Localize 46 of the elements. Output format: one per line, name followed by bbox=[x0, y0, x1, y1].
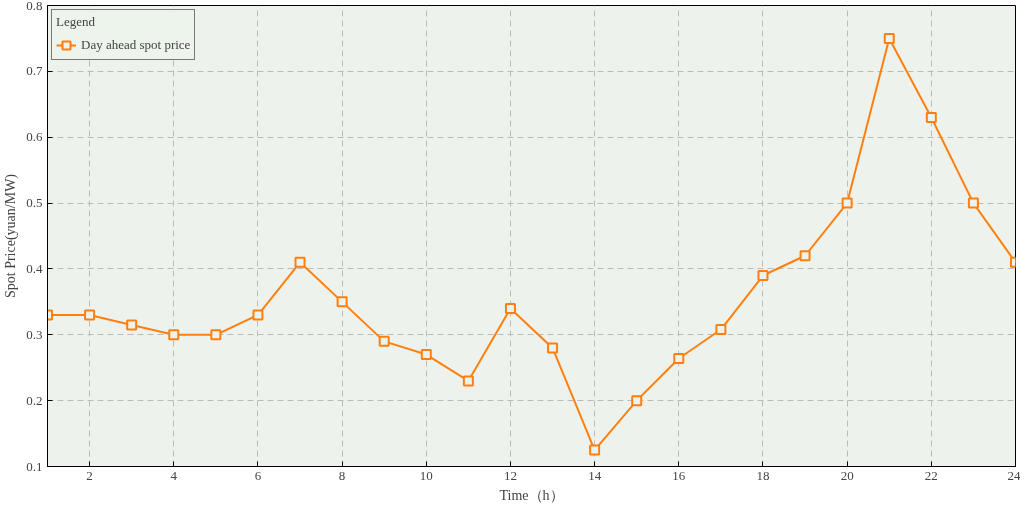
point bbox=[589, 444, 601, 456]
x-tick-label: 18 bbox=[756, 467, 770, 483]
point bbox=[462, 375, 474, 387]
legend-title: Legend bbox=[56, 14, 96, 30]
point bbox=[883, 32, 895, 44]
x-tick-label: 10 bbox=[419, 467, 433, 483]
point bbox=[925, 111, 937, 123]
point bbox=[126, 319, 138, 331]
point bbox=[631, 395, 643, 407]
point bbox=[841, 197, 853, 209]
point bbox=[378, 335, 390, 347]
x-axis-title: Time（h） bbox=[499, 487, 564, 503]
point bbox=[967, 197, 979, 209]
x-tick-label: 24 bbox=[1007, 467, 1021, 483]
point bbox=[84, 309, 96, 321]
point bbox=[210, 329, 222, 341]
x-tick-label: 4 bbox=[170, 467, 178, 483]
point bbox=[168, 329, 180, 341]
point bbox=[420, 349, 432, 361]
point bbox=[799, 250, 811, 262]
point bbox=[252, 309, 264, 321]
y-axis-title: Spot Price(yuan/MW) bbox=[3, 173, 20, 299]
y-tick-label: 0.8 bbox=[26, 0, 43, 13]
x-tick-label: 16 bbox=[672, 467, 686, 483]
y-tick-label: 0.6 bbox=[26, 129, 43, 145]
x-tick-label: 20 bbox=[840, 467, 854, 483]
point bbox=[673, 352, 685, 364]
x-tick-label: 22 bbox=[924, 467, 938, 483]
y-tick-label: 0.7 bbox=[26, 63, 43, 79]
point bbox=[715, 324, 727, 336]
y-tick-label: 0.4 bbox=[26, 260, 43, 276]
x-tick-label: 12 bbox=[503, 467, 517, 483]
point bbox=[336, 296, 348, 308]
y-tick-label: 0.1 bbox=[26, 458, 43, 474]
point bbox=[547, 342, 559, 354]
legend-label: Day ahead spot price bbox=[81, 37, 191, 53]
y-tick-label: 0.5 bbox=[26, 195, 43, 211]
x-tick-label: 6 bbox=[254, 467, 262, 483]
point bbox=[757, 270, 769, 282]
y-tick-label: 0.3 bbox=[26, 326, 43, 342]
point bbox=[504, 302, 516, 314]
x-tick-label: 2 bbox=[86, 467, 93, 483]
point bbox=[294, 256, 306, 268]
x-tick-label: 14 bbox=[588, 467, 602, 483]
y-tick-label: 0.2 bbox=[26, 392, 43, 408]
x-tick-label: 8 bbox=[338, 467, 346, 483]
